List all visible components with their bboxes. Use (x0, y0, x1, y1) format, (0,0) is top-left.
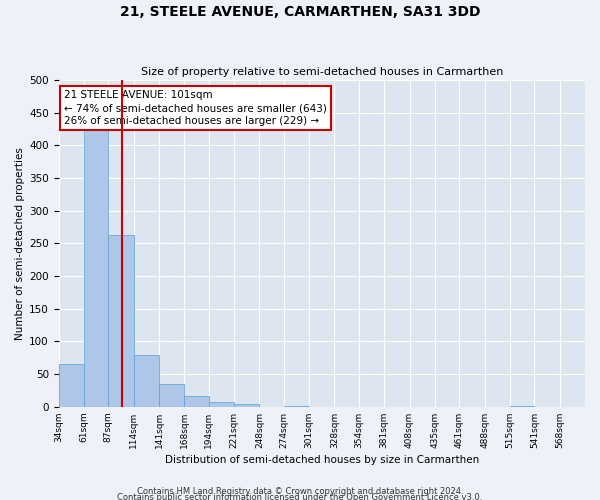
Bar (109, 235, 134, 407)
Bar (209, 402, 234, 407)
Bar (84, 126, 109, 407)
Text: 21, STEELE AVENUE, CARMARTHEN, SA31 3DD: 21, STEELE AVENUE, CARMARTHEN, SA31 3DD (120, 5, 480, 19)
Bar (159, 384, 184, 407)
Y-axis label: Number of semi-detached properties: Number of semi-detached properties (15, 147, 25, 340)
Bar (234, 404, 259, 407)
Title: Size of property relative to semi-detached houses in Carmarthen: Size of property relative to semi-detach… (140, 66, 503, 76)
Bar (284, 406, 309, 407)
Text: Contains HM Land Registry data © Crown copyright and database right 2024.: Contains HM Land Registry data © Crown c… (137, 486, 463, 496)
Bar (184, 396, 209, 407)
Text: Contains public sector information licensed under the Open Government Licence v3: Contains public sector information licen… (118, 492, 482, 500)
Bar (510, 406, 535, 407)
Bar (134, 354, 159, 407)
X-axis label: Distribution of semi-detached houses by size in Carmarthen: Distribution of semi-detached houses by … (164, 455, 479, 465)
Text: 21 STEELE AVENUE: 101sqm
← 74% of semi-detached houses are smaller (643)
26% of : 21 STEELE AVENUE: 101sqm ← 74% of semi-d… (64, 90, 327, 126)
Bar (59, 364, 84, 407)
